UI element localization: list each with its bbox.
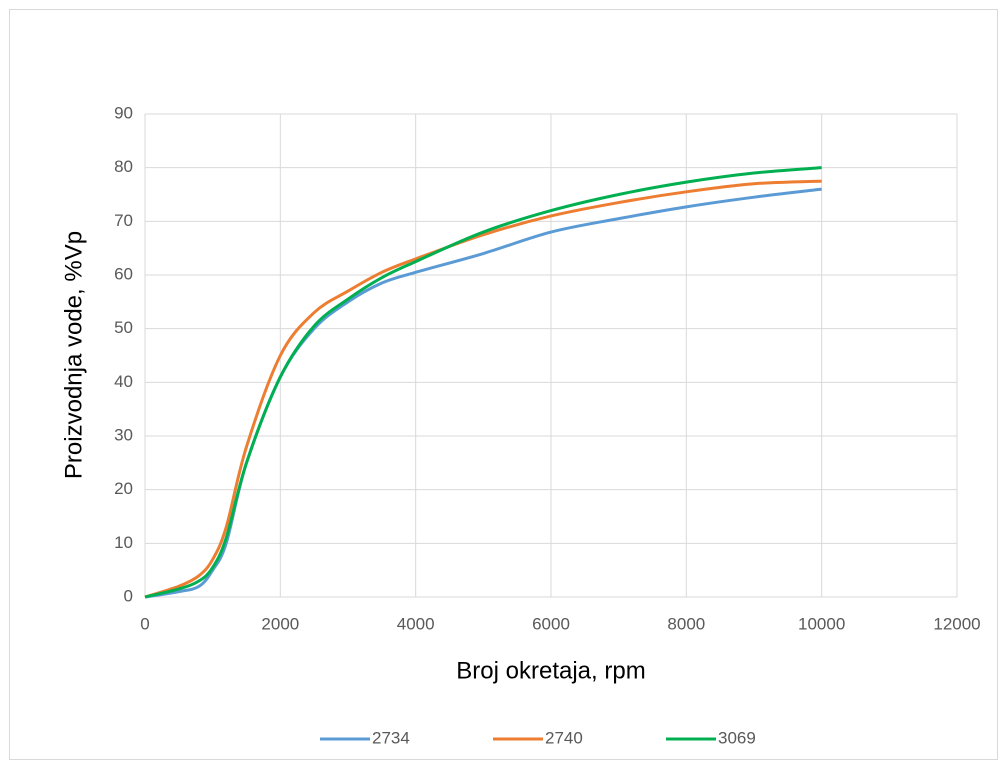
y-tick-label: 30 (114, 425, 133, 444)
line (144, 166, 822, 599)
x-axis-title: Broj okretaja, rpm (456, 657, 645, 684)
x-tick-label: 4000 (397, 614, 435, 633)
legend-label: 2734 (372, 728, 410, 747)
line (144, 179, 822, 599)
y-tick-label: 20 (114, 479, 133, 498)
y-tick-label: 60 (114, 264, 133, 283)
y-tick-label: 40 (114, 372, 133, 391)
line (144, 187, 822, 599)
y-axis-title: Proizvodnja vode, %Vp (60, 231, 87, 479)
y-tick-label: 80 (114, 157, 133, 176)
y-tick-label: 70 (114, 211, 133, 230)
x-tick-label: 8000 (667, 614, 705, 633)
y-tick-label: 50 (114, 318, 133, 337)
x-tick-label: 12000 (933, 614, 980, 633)
legend-label: 3069 (718, 728, 756, 747)
y-tick-label: 90 (114, 103, 133, 122)
y-tick-label: 10 (114, 533, 133, 552)
x-tick-label: 6000 (532, 614, 570, 633)
y-tick-label: 0 (124, 586, 133, 605)
x-tick-label: 2000 (261, 614, 299, 633)
x-tick-label: 0 (140, 614, 149, 633)
chart-border (9, 9, 998, 760)
legend-label: 2740 (545, 728, 583, 747)
x-tick-label: 10000 (798, 614, 845, 633)
